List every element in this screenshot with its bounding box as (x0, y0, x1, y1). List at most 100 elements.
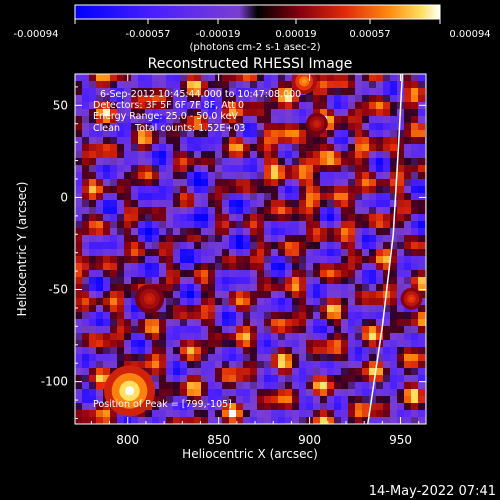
heatmap-cell (222, 109, 230, 117)
heatmap-cell (180, 382, 188, 390)
heatmap-cell (166, 242, 174, 250)
heatmap-cell (117, 137, 125, 145)
heatmap-cell (292, 305, 300, 313)
heatmap-cell (418, 284, 426, 292)
heatmap-cell (152, 319, 160, 327)
heatmap-cell (250, 179, 258, 187)
heatmap-cell (306, 165, 314, 173)
heatmap-cell (390, 403, 398, 411)
heatmap-cell (103, 95, 111, 103)
heatmap-cell (201, 179, 209, 187)
heatmap-cell (334, 396, 342, 404)
heatmap-cell (418, 116, 426, 124)
heatmap-cell (292, 228, 300, 236)
heatmap-cell (362, 74, 370, 82)
heatmap-cell (208, 375, 216, 383)
heatmap-cell (201, 263, 209, 271)
heatmap-cell (110, 123, 118, 131)
heatmap-cell (320, 298, 328, 306)
heatmap-cell (355, 81, 363, 89)
heatmap-cell (306, 144, 314, 152)
heatmap-cell (334, 235, 342, 243)
heatmap-cell (89, 158, 97, 166)
heatmap-cell (208, 74, 216, 82)
heatmap-cell (411, 130, 419, 138)
heatmap-cell (96, 410, 104, 418)
heatmap-cell (327, 417, 335, 424)
heatmap-cell (194, 109, 202, 117)
heatmap-cell (96, 74, 104, 82)
heatmap-cell (250, 270, 258, 278)
heatmap-cell (194, 158, 202, 166)
heatmap-cell (383, 235, 391, 243)
heatmap-cell (124, 228, 132, 236)
heatmap-cell (397, 284, 405, 292)
heatmap-cell (180, 361, 188, 369)
heatmap-cell (411, 410, 419, 418)
heatmap-cell (131, 130, 139, 138)
heatmap-cell (250, 158, 258, 166)
heatmap-cell (222, 333, 230, 341)
heatmap-cell (271, 263, 279, 271)
heatmap-cell (299, 396, 307, 404)
heatmap-cell (173, 305, 181, 313)
heatmap-cell (299, 361, 307, 369)
heatmap-cell (159, 263, 167, 271)
heatmap-cell (82, 207, 90, 215)
heatmap-cell (341, 417, 349, 424)
heatmap-cell (383, 172, 391, 180)
heatmap-cell (306, 242, 314, 250)
heatmap-cell (341, 130, 349, 138)
heatmap-cell (138, 319, 146, 327)
heatmap-cell (278, 214, 286, 222)
heatmap-cell (103, 207, 111, 215)
heatmap-cell (215, 396, 223, 404)
heatmap-cell (418, 389, 426, 397)
heatmap-cell (376, 396, 384, 404)
heatmap-cell (264, 144, 272, 152)
colorbar-tick-label-0: -0.00094 (14, 29, 59, 40)
heatmap-cell (313, 137, 321, 145)
heatmap-cell (341, 291, 349, 299)
heatmap-cell (222, 165, 230, 173)
heatmap-cell (236, 417, 244, 424)
heatmap-cell (208, 242, 216, 250)
heatmap-cell (75, 88, 83, 96)
heatmap-cell (341, 74, 349, 82)
heatmap-cell (180, 200, 188, 208)
heatmap-cell (222, 74, 230, 82)
heatmap-cell (341, 102, 349, 110)
heatmap-cell (117, 200, 125, 208)
heatmap-cell (166, 410, 174, 418)
heatmap-cell (208, 123, 216, 131)
heatmap-cell (243, 207, 251, 215)
heatmap-cell (89, 228, 97, 236)
heatmap-cell (376, 319, 384, 327)
heatmap-cell (215, 130, 223, 138)
heatmap-cell (292, 403, 300, 411)
heatmap-cell (250, 396, 258, 404)
heatmap-cell (278, 74, 286, 82)
heatmap-cell (334, 228, 342, 236)
heatmap-cell (278, 256, 286, 264)
heatmap-cell (82, 235, 90, 243)
heatmap-cell (411, 319, 419, 327)
heatmap-cell (404, 242, 412, 250)
heatmap-cell (376, 207, 384, 215)
heatmap-cell (89, 193, 97, 201)
heatmap-cell (124, 151, 132, 159)
heatmap-cell (194, 284, 202, 292)
heatmap-cell (257, 193, 265, 201)
heatmap-cell (334, 221, 342, 229)
heatmap-cell (376, 144, 384, 152)
heatmap-cell (271, 74, 279, 82)
heatmap-cell (404, 375, 412, 383)
heatmap-cell (75, 312, 83, 320)
heatmap-cell (166, 354, 174, 362)
heatmap-cell (96, 361, 104, 369)
heatmap-cell (285, 235, 293, 243)
heatmap-cell (131, 207, 139, 215)
heatmap-cell (145, 144, 153, 152)
heatmap-cell (131, 326, 139, 334)
heatmap-cell (215, 298, 223, 306)
